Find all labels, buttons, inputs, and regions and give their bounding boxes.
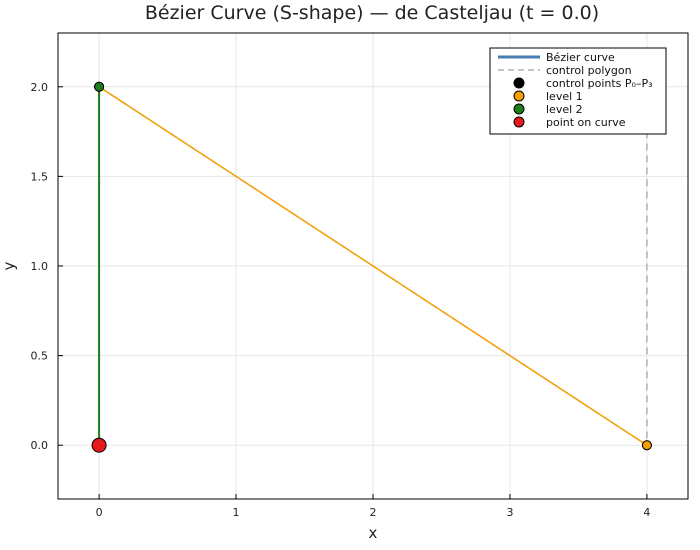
plot-area [91,81,652,453]
legend-symbol [513,116,525,128]
y-tick-label: 0.5 [31,350,49,363]
legend-label: point on curve [546,116,626,129]
legend-label: level 1 [546,90,583,103]
chart-title: Bézier Curve (S-shape) — de Casteljau (t… [145,2,599,24]
legend-symbol [513,90,525,102]
legend-symbol [513,77,525,89]
x-tick-label: 1 [233,506,240,519]
y-tick-label: 1.5 [31,170,49,183]
y-tick-label: 1.0 [31,260,49,273]
y-tick-label: 0.0 [31,439,49,452]
x-tick-label: 4 [643,506,650,519]
x-tick-label: 3 [506,506,513,519]
x-tick-label: 0 [96,506,103,519]
legend-label: control points P₀–P₃ [546,77,653,90]
legend-label: control polygon [546,64,632,77]
point-on-curve-marker [91,437,107,453]
y-axis-label: y [0,261,18,270]
legend-symbol [513,103,525,115]
x-axis-label: x [369,524,378,542]
legend-label: Bézier curve [546,51,615,64]
legend-label: level 2 [546,103,583,116]
level-1-marker [641,440,652,451]
x-tick-label: 2 [370,506,377,519]
axis-ticks: 0 1 2 3 4 0.0 0.5 1.0 1.5 2.0 [31,81,651,519]
y-tick-label: 2.0 [31,81,49,94]
level-2-marker [94,81,105,92]
